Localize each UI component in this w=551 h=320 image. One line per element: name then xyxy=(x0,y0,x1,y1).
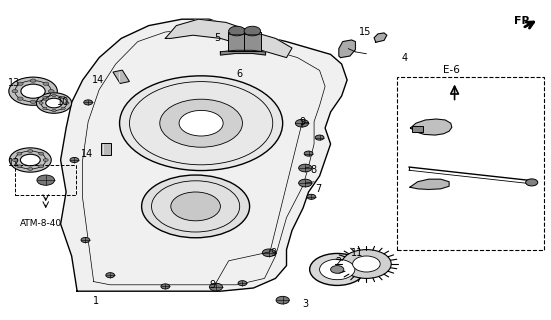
Circle shape xyxy=(320,259,355,280)
Circle shape xyxy=(179,110,223,136)
Bar xyxy=(412,126,423,132)
Circle shape xyxy=(39,102,43,104)
Bar xyxy=(113,70,129,84)
Circle shape xyxy=(342,250,391,278)
Circle shape xyxy=(17,97,23,100)
Circle shape xyxy=(171,192,220,221)
Circle shape xyxy=(17,82,23,85)
Circle shape xyxy=(106,273,115,278)
Text: 14: 14 xyxy=(92,75,104,85)
Text: 6: 6 xyxy=(236,68,243,79)
Circle shape xyxy=(20,154,40,166)
Circle shape xyxy=(43,97,49,100)
Circle shape xyxy=(65,102,69,104)
Polygon shape xyxy=(410,179,449,189)
Bar xyxy=(397,77,544,250)
Polygon shape xyxy=(374,33,387,42)
Circle shape xyxy=(295,119,309,127)
Circle shape xyxy=(70,157,79,163)
Polygon shape xyxy=(220,50,266,55)
Circle shape xyxy=(61,97,65,99)
Circle shape xyxy=(299,164,312,172)
Circle shape xyxy=(353,256,380,272)
Text: FR.: FR. xyxy=(514,16,535,26)
Circle shape xyxy=(120,76,283,171)
Circle shape xyxy=(331,266,344,273)
Text: 11: 11 xyxy=(351,248,363,258)
Circle shape xyxy=(21,84,45,98)
Circle shape xyxy=(161,284,170,289)
Text: 10: 10 xyxy=(57,97,69,108)
Circle shape xyxy=(39,152,44,155)
Text: E-6: E-6 xyxy=(444,65,460,76)
Circle shape xyxy=(17,165,22,168)
Polygon shape xyxy=(165,19,292,58)
Circle shape xyxy=(43,158,48,162)
Text: 13: 13 xyxy=(8,78,20,88)
Circle shape xyxy=(46,98,62,108)
Circle shape xyxy=(52,94,56,97)
Circle shape xyxy=(43,107,47,109)
Polygon shape xyxy=(339,40,355,58)
Circle shape xyxy=(17,152,22,155)
Text: 5: 5 xyxy=(214,33,221,44)
Circle shape xyxy=(12,158,18,162)
Text: 12: 12 xyxy=(8,158,20,168)
Text: 9: 9 xyxy=(209,280,215,290)
Circle shape xyxy=(84,100,93,105)
Circle shape xyxy=(315,135,324,140)
Text: 9: 9 xyxy=(271,248,277,258)
Circle shape xyxy=(48,90,54,93)
Circle shape xyxy=(304,151,313,156)
Circle shape xyxy=(526,179,538,186)
Bar xyxy=(101,143,111,155)
Circle shape xyxy=(28,149,33,153)
Circle shape xyxy=(61,107,65,109)
Circle shape xyxy=(262,249,276,257)
Polygon shape xyxy=(61,19,347,291)
Text: 2: 2 xyxy=(336,257,342,268)
Text: 4: 4 xyxy=(402,52,408,63)
Text: 9: 9 xyxy=(299,116,305,127)
Circle shape xyxy=(9,77,57,105)
Circle shape xyxy=(28,167,33,171)
Circle shape xyxy=(238,281,247,286)
Circle shape xyxy=(43,82,49,85)
Circle shape xyxy=(310,253,365,285)
Circle shape xyxy=(307,194,316,199)
Bar xyxy=(228,32,246,51)
Circle shape xyxy=(39,165,44,168)
Circle shape xyxy=(43,97,47,99)
Circle shape xyxy=(12,90,18,93)
Text: 3: 3 xyxy=(302,299,309,309)
Circle shape xyxy=(209,283,223,291)
Text: 15: 15 xyxy=(359,27,371,37)
Circle shape xyxy=(30,79,36,82)
Circle shape xyxy=(36,93,72,113)
Text: 1: 1 xyxy=(93,296,100,306)
Circle shape xyxy=(30,100,36,103)
Circle shape xyxy=(276,296,289,304)
Bar xyxy=(15,165,76,195)
Polygon shape xyxy=(410,119,452,135)
Circle shape xyxy=(52,109,56,112)
Circle shape xyxy=(229,26,245,36)
Circle shape xyxy=(37,175,55,185)
Circle shape xyxy=(160,99,242,147)
Text: ATM-8-40: ATM-8-40 xyxy=(20,220,62,228)
Circle shape xyxy=(9,148,51,172)
Circle shape xyxy=(81,237,90,243)
Text: 7: 7 xyxy=(315,184,322,194)
Circle shape xyxy=(244,26,261,36)
Circle shape xyxy=(142,175,250,238)
Text: 14: 14 xyxy=(81,148,93,159)
Text: 8: 8 xyxy=(310,164,316,175)
Bar xyxy=(244,32,261,51)
Circle shape xyxy=(299,179,312,187)
